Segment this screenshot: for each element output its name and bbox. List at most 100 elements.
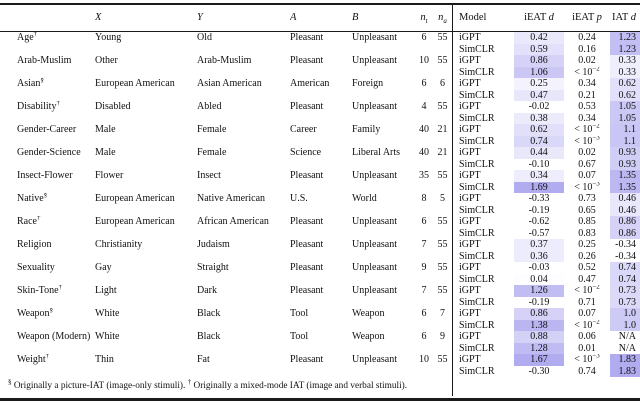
cell-y: Female [197,124,227,135]
test-row-simclr: SimCLR 1.28 0.01 N/A [0,342,640,354]
header-na: na [433,4,452,32]
cell-ieat-d: 0.36 [514,250,564,262]
cell-ieat-d: 1.06 [514,66,564,78]
cell-ieat-p: 0.16 [578,43,596,55]
cell-x: Male [95,124,116,135]
cell-model: iGPT [459,193,481,204]
cell-model: SimCLR [459,112,495,124]
cell-ieat-p: 0.24 [578,32,596,43]
cell-b: World [352,193,377,204]
cell-ieat-d: -0.19 [528,296,550,308]
cell-y: Female [197,147,227,158]
cell-iat-d: 0.93 [610,158,640,170]
cell-a: Tool [290,308,309,319]
cell-ieat-p: < 10−3 [574,135,600,147]
cell-na: 55 [437,239,448,250]
cell-ieat-d: 0.86 [514,55,564,67]
cell-a: U.S. [290,193,308,204]
test-row-igpt: Religion Christianity Judaism Pleasant Unple… [0,239,640,251]
cell-iat-d: N/A [618,342,636,354]
cell-ieat-p: < 10−2 [574,66,600,78]
cell-model: iGPT [459,101,481,112]
cell-model: SimCLR [459,319,495,331]
cell-ieat-d: 0.86 [514,308,564,320]
cell-ieat-d: 0.42 [514,31,564,44]
header-test [0,4,95,32]
cell-y: Straight [197,262,229,273]
cell-ieat-p: 0.07 [578,170,596,181]
cell-ieat-d: 0.74 [514,135,564,147]
cell-b: Unpleasant [352,354,397,365]
cell-x: Young [95,32,122,43]
cell-iat-d: -0.34 [615,250,636,262]
test-row-simclr: SimCLR -0.57 0.83 0.86 [0,227,640,239]
cell-b: Unpleasant [352,262,397,273]
table-footnote-section: § Originally a picture-IAT (image-only s… [0,377,640,398]
cell-na: 55 [437,216,448,227]
cell-b: Weapon [352,331,385,342]
cell-y: Native American [197,193,266,204]
cell-b: Unpleasant [352,55,397,66]
cell-iat-d: 1.0 [610,319,640,331]
cell-test: Sexuality [17,262,55,273]
table-header: X Y A B nt na Model iEAT d iEAT p IAT d [0,4,640,32]
cell-ieat-d: 1.67 [514,354,564,366]
cell-ieat-p: 0.52 [578,262,596,273]
cell-x: European American [95,216,175,227]
cell-b: Unpleasant [352,32,397,43]
cell-iat-d: 1.35 [610,181,640,193]
cell-nt: 6 [421,216,427,227]
test-row-igpt: Weapon§ White Black Tool Weapon 6 7 iGPT 0.86 0.0… [0,308,640,320]
test-row-simclr: SimCLR 0.47 0.21 0.62 [0,89,640,101]
test-row-igpt: Weight† Thin Fat Pleasant Unpleasant 10 55 iGPT… [0,354,640,366]
cell-model: SimCLR [459,250,495,262]
cell-b: Unpleasant [352,216,397,227]
cell-b: Family [352,124,381,135]
footnote-row: § Originally a picture-IAT (image-only s… [0,377,640,398]
cell-ieat-p: < 10−2 [574,285,600,296]
cell-b: Unpleasant [352,285,397,296]
cell-ieat-d: -0.19 [528,204,550,216]
test-row-simclr: SimCLR 1.06 < 10−2 0.33 [0,66,640,78]
test-row-simclr: SimCLR 0.04 0.47 0.74 [0,273,640,285]
cell-ieat-p: < 10−2 [574,319,600,331]
header-row: X Y A B nt na Model iEAT d iEAT p IAT d [0,4,640,32]
cell-model: SimCLR [459,296,495,308]
cell-ieat-p: < 10−3 [574,181,600,193]
test-row-simclr: SimCLR -0.10 0.67 0.93 [0,158,640,170]
cell-ieat-d: 0.25 [514,78,564,90]
cell-nt: 6 [421,78,427,89]
cell-iat-d: 1.1 [610,135,640,147]
cell-ieat-p: 0.21 [578,89,596,101]
cell-a: Pleasant [290,32,324,43]
cell-ieat-d: -0.62 [528,216,550,227]
cell-ieat-p: < 10−3 [574,354,600,365]
cell-ieat-d: 0.04 [530,273,548,285]
cell-na: 55 [437,170,448,181]
cell-nt: 10 [419,55,429,66]
cell-iat-d: 1.23 [610,31,640,44]
cell-ieat-d: 0.44 [514,147,564,159]
cell-ieat-d: 1.28 [514,342,564,354]
test-row-igpt: Sexuality Gay Straight Pleasant Unpleasant 9 5… [0,262,640,274]
cell-na: 55 [437,55,448,66]
cell-test: Religion [17,239,52,250]
cell-a: Pleasant [290,170,324,181]
cell-ieat-p: 0.26 [578,250,596,262]
cell-y: Old [197,32,212,43]
test-row-igpt: Age† Young Old Pleasant Unpleasant 6 55 iGPT 0.4… [0,31,640,44]
cell-ieat-d: 1.26 [514,285,564,297]
cell-ieat-d: -0.33 [528,193,550,204]
test-row-simclr: SimCLR 0.38 0.34 1.05 [0,112,640,124]
cell-iat-d: -0.34 [615,239,636,250]
cell-iat-d: N/A [618,331,636,342]
cell-x: Thin [95,354,114,365]
cell-model: iGPT [459,78,481,89]
cell-model: iGPT [459,239,481,250]
test-row-simclr: SimCLR -0.19 0.71 0.73 [0,296,640,308]
cell-na: 55 [437,32,448,43]
cell-test: Weight† [17,354,50,365]
cell-ieat-p: 0.06 [578,331,596,342]
cell-iat-d: 0.73 [610,285,640,297]
cell-test: Insect-Flower [17,170,73,181]
